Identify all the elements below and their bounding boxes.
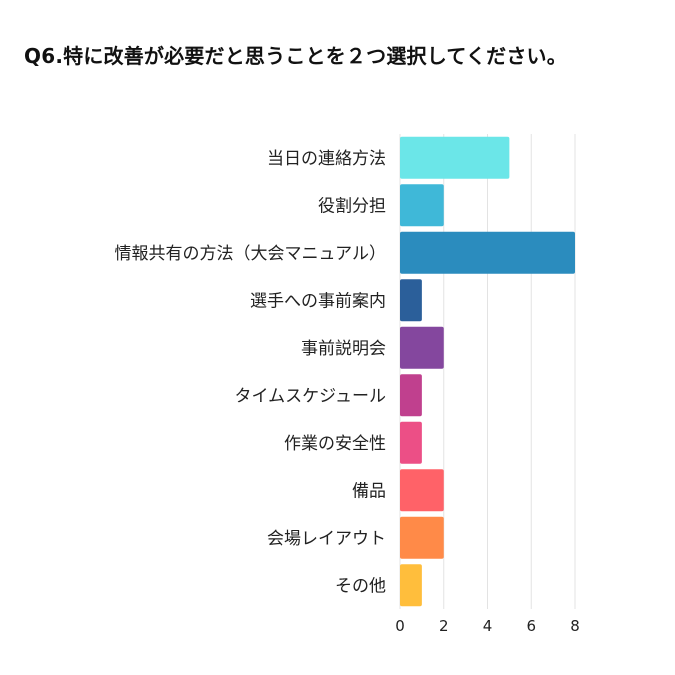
- category-label: 当日の連絡方法: [267, 149, 386, 169]
- bar: [400, 469, 444, 512]
- bar: [400, 374, 422, 417]
- category-label: 役割分担: [318, 196, 386, 216]
- category-label: 選手への事前案内: [250, 291, 386, 311]
- category-label: 作業の安全性: [284, 434, 386, 454]
- x-axis-ticks: 0 2 4 6 8: [395, 617, 580, 635]
- bar: [400, 231, 575, 274]
- bar: [400, 136, 510, 179]
- x-tick-label: 0: [395, 617, 405, 635]
- bar: [400, 516, 444, 559]
- chart-title: Q6.特に改善が必要だと思うことを２つ選択してください。: [24, 44, 567, 68]
- bar: [400, 421, 422, 464]
- category-label: 事前説明会: [301, 339, 386, 359]
- category-label: 備品: [352, 481, 386, 501]
- x-tick-label: 4: [483, 617, 493, 635]
- bar: [400, 184, 444, 227]
- x-tick-label: 2: [439, 617, 449, 635]
- x-tick-label: 6: [526, 617, 536, 635]
- x-tick-label: 8: [570, 617, 580, 635]
- category-label: 情報共有の方法（大会マニュアル）: [115, 244, 387, 264]
- bar: [400, 564, 422, 607]
- bar: [400, 326, 444, 369]
- bars: [400, 136, 575, 607]
- category-label: 会場レイアウト: [267, 529, 386, 549]
- category-label: タイムスケジュール: [235, 386, 386, 406]
- bar: [400, 279, 422, 322]
- category-label: その他: [335, 576, 386, 596]
